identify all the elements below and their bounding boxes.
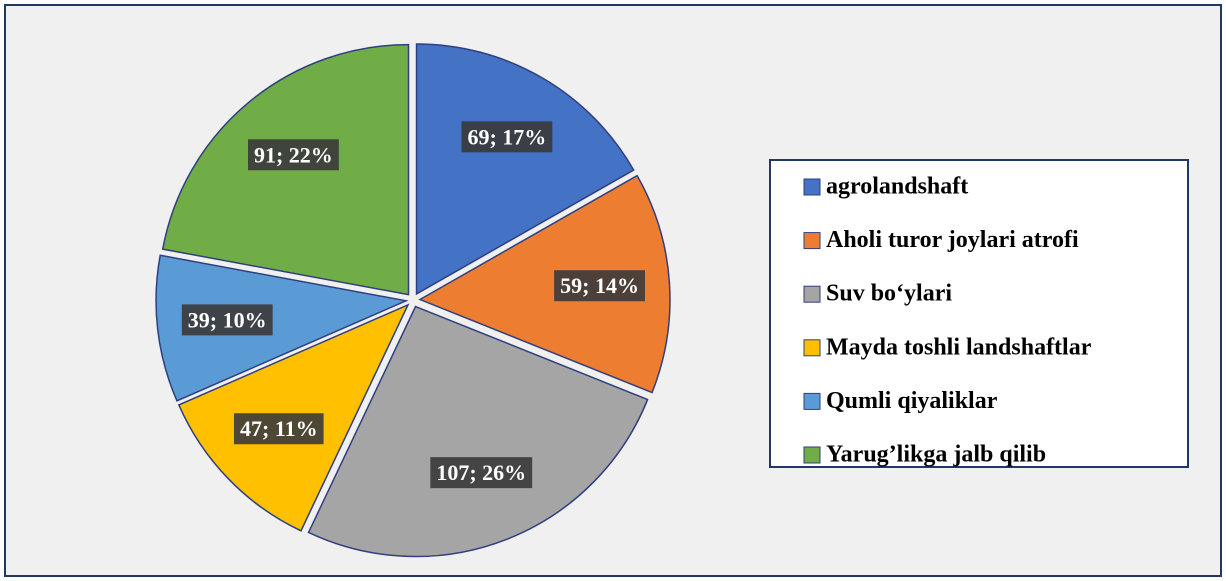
legend-swatch	[803, 285, 821, 303]
pie-slice	[415, 43, 635, 296]
legend-swatch	[803, 446, 821, 464]
pie-slice	[418, 174, 671, 394]
data-label-bg	[181, 304, 273, 336]
data-label: 59; 14%	[560, 273, 639, 298]
legend-swatch	[803, 232, 821, 250]
data-label: 39; 10%	[188, 307, 267, 332]
legend-label: agrolandshaft	[826, 174, 968, 200]
data-label-bg	[430, 457, 533, 489]
legend-box	[769, 159, 1189, 468]
legend-label: Yarug’likga jalb qilib	[826, 442, 1046, 468]
legend-swatch	[803, 392, 821, 410]
pie-slice	[307, 305, 649, 558]
data-label: 69; 17%	[467, 124, 546, 149]
legend-label: Qumli qiyaliklar	[826, 388, 998, 414]
data-label: 91; 22%	[254, 142, 333, 167]
data-label-bg	[233, 413, 324, 445]
legend-swatch	[803, 339, 821, 357]
legend-swatch	[803, 178, 821, 196]
pie-slice	[155, 254, 409, 402]
data-label-bg	[554, 270, 645, 302]
data-label-bg	[461, 121, 553, 153]
data-label: 47; 11%	[240, 416, 318, 441]
legend-label: Aholi turor joylari atrofi	[826, 227, 1079, 253]
data-label: 107; 26%	[436, 460, 526, 485]
legend-label: Suv bo‘ylari	[826, 281, 952, 307]
legend-label: Mayda toshli landshaftlar	[826, 334, 1092, 360]
data-label-bg	[247, 139, 339, 171]
